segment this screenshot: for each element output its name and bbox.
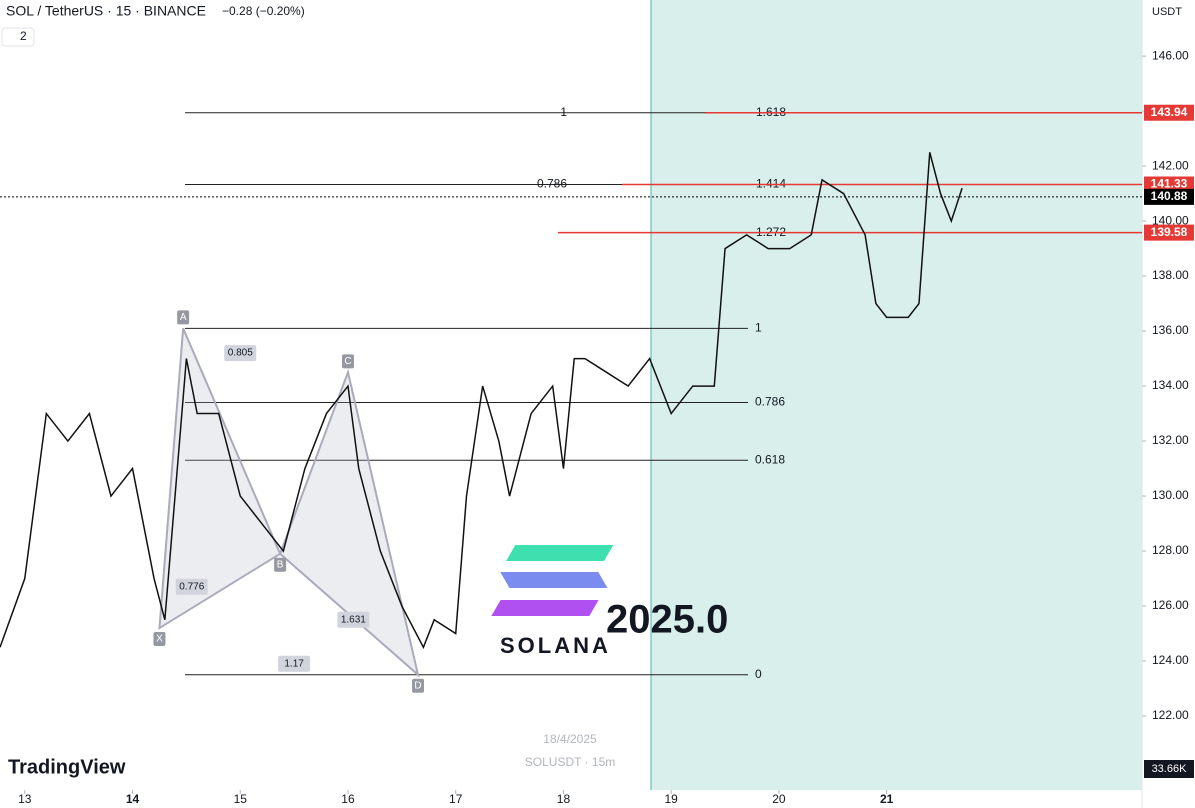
ratio-label: 1.17 bbox=[284, 658, 304, 669]
y-tick-label: 138.00 bbox=[1152, 268, 1189, 282]
pattern-point-label: D bbox=[414, 680, 421, 691]
fib-label: 1 bbox=[755, 320, 762, 334]
brand: TradingView bbox=[8, 756, 126, 778]
logo-text: SOLANA bbox=[500, 633, 611, 658]
x-tick-label: 16 bbox=[341, 792, 355, 806]
y-tick-label: 136.00 bbox=[1152, 323, 1189, 337]
x-tick-label: 17 bbox=[449, 792, 463, 806]
pattern-point-badge bbox=[153, 632, 166, 647]
pattern-point-badge bbox=[412, 678, 425, 693]
price-badge bbox=[1144, 188, 1194, 205]
ratio-badge bbox=[278, 655, 311, 672]
y-tick-label: 146.00 bbox=[1152, 48, 1189, 62]
fib-label: 1.618 bbox=[756, 105, 786, 119]
ratio-label: 0.776 bbox=[179, 581, 204, 592]
pattern-point-badge bbox=[274, 557, 287, 572]
ratio-label: 1.631 bbox=[341, 614, 366, 625]
watermark-symbol: SOLUSDT · 15m bbox=[525, 755, 615, 769]
y-tick-label: 126.00 bbox=[1152, 598, 1189, 612]
logo-year: 2025.0 bbox=[606, 598, 728, 642]
watermark-date: 18/4/2025 bbox=[543, 732, 597, 746]
indicator-count: 2 bbox=[20, 29, 27, 43]
y-tick-label: 130.00 bbox=[1152, 488, 1189, 502]
price-badge-label: 143.94 bbox=[1151, 105, 1188, 119]
price-change: −0.28 (−0.20%) bbox=[222, 4, 305, 18]
ratio-badge bbox=[224, 345, 257, 362]
ratio-badge bbox=[337, 611, 370, 628]
fib-label: 0.618 bbox=[755, 452, 785, 466]
axis-unit: USDT bbox=[1152, 6, 1182, 18]
fib-label: 1 bbox=[560, 105, 567, 119]
ratio-badge bbox=[175, 578, 208, 595]
volume-label: 33.66K bbox=[1152, 763, 1188, 775]
pattern-point-badge bbox=[341, 354, 354, 369]
indicator-badge[interactable] bbox=[1, 27, 35, 47]
x-tick-label: 21 bbox=[880, 792, 894, 806]
price-badge-label: 139.58 bbox=[1151, 225, 1188, 239]
y-tick-label: 128.00 bbox=[1152, 543, 1189, 557]
x-tick-label: 18 bbox=[557, 792, 571, 806]
x-tick-label: 19 bbox=[665, 792, 679, 806]
price-line bbox=[0, 152, 963, 650]
y-tick-label: 134.00 bbox=[1152, 378, 1189, 392]
pattern-point-label: A bbox=[180, 312, 187, 323]
fib-label: 0 bbox=[755, 667, 762, 681]
price-badge-label: 140.88 bbox=[1151, 189, 1188, 203]
y-tick-label: 140.00 bbox=[1152, 213, 1189, 227]
volume-badge bbox=[1144, 760, 1194, 778]
pattern-point-badge bbox=[177, 310, 190, 325]
pattern-wing bbox=[278, 368, 420, 678]
x-tick-label: 14 bbox=[126, 792, 140, 806]
fib-label: 1.272 bbox=[756, 225, 786, 239]
y-tick-label: 142.00 bbox=[1152, 158, 1189, 172]
pattern-point-label: C bbox=[344, 356, 351, 367]
y-tick-label: 132.00 bbox=[1152, 433, 1189, 447]
x-tick-label: 20 bbox=[772, 792, 786, 806]
logo-bar bbox=[506, 545, 614, 561]
y-tick-label: 122.00 bbox=[1152, 708, 1189, 722]
logo-bar bbox=[500, 572, 608, 588]
price-badge-label: 141.33 bbox=[1151, 177, 1188, 191]
fib-label: 0.786 bbox=[755, 395, 785, 409]
pattern-wing bbox=[158, 327, 282, 630]
ratio-label: 0.805 bbox=[228, 348, 253, 359]
fib-label: 1.414 bbox=[756, 177, 786, 191]
chart-title: SOL / TetherUS · 15 · BINANCE bbox=[6, 3, 206, 19]
price-badge bbox=[1144, 104, 1194, 121]
fib-label: 0.786 bbox=[537, 177, 567, 191]
x-tick-label: 15 bbox=[234, 792, 248, 806]
logo-bar bbox=[491, 600, 599, 616]
pattern-point-label: B bbox=[277, 559, 284, 570]
highlight-zone bbox=[651, 0, 1142, 790]
x-tick-label: 13 bbox=[18, 792, 32, 806]
price-badge bbox=[1144, 176, 1194, 193]
y-tick-label: 124.00 bbox=[1152, 653, 1189, 667]
pattern-point-label: X bbox=[156, 634, 163, 645]
price-badge bbox=[1144, 224, 1194, 241]
